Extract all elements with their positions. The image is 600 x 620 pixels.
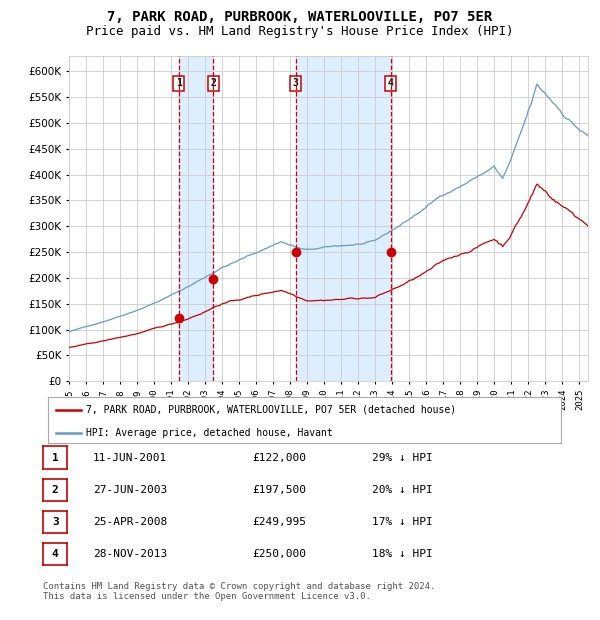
Text: 4: 4	[52, 549, 59, 559]
Text: 2: 2	[211, 79, 217, 89]
Text: £250,000: £250,000	[252, 549, 306, 559]
Text: 7, PARK ROAD, PURBROOK, WATERLOOVILLE, PO7 5ER: 7, PARK ROAD, PURBROOK, WATERLOOVILLE, P…	[107, 11, 493, 24]
Text: 18% ↓ HPI: 18% ↓ HPI	[372, 549, 433, 559]
Text: £249,995: £249,995	[252, 517, 306, 527]
Text: 7, PARK ROAD, PURBROOK, WATERLOOVILLE, PO7 5ER (detached house): 7, PARK ROAD, PURBROOK, WATERLOOVILLE, P…	[86, 405, 457, 415]
Text: £197,500: £197,500	[252, 485, 306, 495]
Text: Price paid vs. HM Land Registry's House Price Index (HPI): Price paid vs. HM Land Registry's House …	[86, 25, 514, 37]
Bar	[179, 56, 214, 381]
Text: Contains HM Land Registry data © Crown copyright and database right 2024.
This d: Contains HM Land Registry data © Crown c…	[43, 582, 436, 601]
Text: 25-APR-2008: 25-APR-2008	[93, 517, 167, 527]
Text: 1: 1	[52, 453, 59, 463]
Text: 17% ↓ HPI: 17% ↓ HPI	[372, 517, 433, 527]
Text: 3: 3	[293, 79, 299, 89]
Text: 2: 2	[52, 485, 59, 495]
Text: 29% ↓ HPI: 29% ↓ HPI	[372, 453, 433, 463]
Text: HPI: Average price, detached house, Havant: HPI: Average price, detached house, Hava…	[86, 428, 333, 438]
Text: 11-JUN-2001: 11-JUN-2001	[93, 453, 167, 463]
Text: 4: 4	[388, 79, 394, 89]
Text: 27-JUN-2003: 27-JUN-2003	[93, 485, 167, 495]
Text: 20% ↓ HPI: 20% ↓ HPI	[372, 485, 433, 495]
Text: 28-NOV-2013: 28-NOV-2013	[93, 549, 167, 559]
Text: 1: 1	[176, 79, 182, 89]
Text: 3: 3	[52, 517, 59, 527]
Text: £122,000: £122,000	[252, 453, 306, 463]
Bar	[296, 56, 391, 381]
